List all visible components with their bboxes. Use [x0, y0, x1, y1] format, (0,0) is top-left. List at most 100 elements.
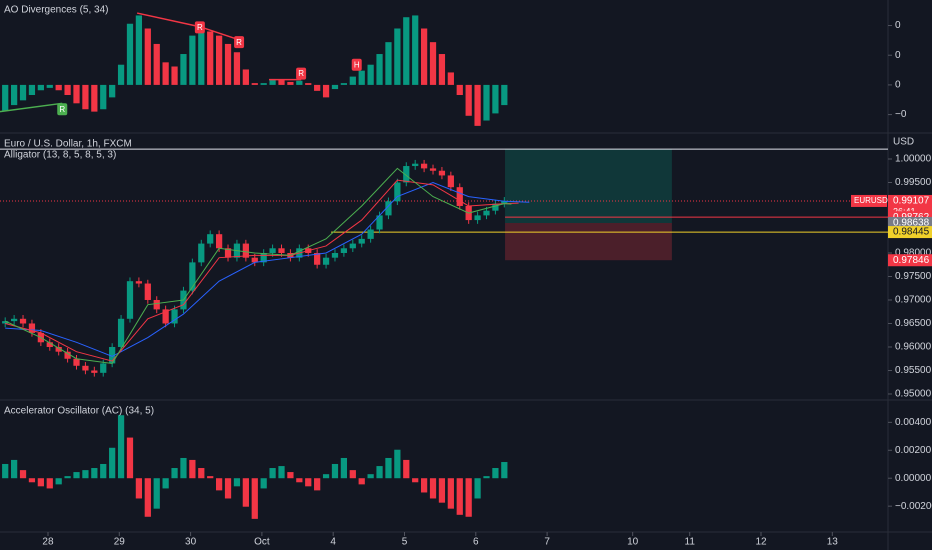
divergence-marker — [296, 67, 307, 80]
candle-body — [91, 370, 98, 373]
x-tick-label: 28 — [42, 537, 54, 548]
histogram-bar — [501, 84, 508, 106]
histogram-bar — [251, 83, 258, 85]
candle-body — [278, 248, 285, 253]
symbol-tag-label: EURUSD — [854, 196, 888, 205]
candle-body — [198, 243, 205, 263]
symbol-tag — [851, 194, 887, 207]
alligator-line — [5, 181, 530, 357]
histogram-bar — [331, 84, 339, 90]
histogram-bar — [28, 84, 36, 95]
candle-body — [73, 358, 80, 366]
candle-body — [215, 234, 223, 249]
histogram-bar — [82, 84, 89, 110]
histogram-bar — [331, 463, 339, 479]
candle-body — [322, 257, 330, 265]
candle-body — [46, 342, 53, 347]
histogram-bar — [465, 478, 472, 517]
price-tag-label: 0.97846 — [893, 255, 930, 266]
histogram-bar — [135, 15, 143, 85]
y-tick-label: 0.00200 — [895, 445, 932, 456]
histogram-bar — [412, 478, 419, 483]
histogram-bar — [46, 84, 53, 88]
candle-body — [492, 203, 499, 211]
histogram-bar — [465, 84, 472, 116]
histogram-bar — [64, 84, 71, 95]
histogram-bar — [100, 84, 107, 110]
candle-body — [251, 257, 258, 263]
candle-body — [340, 248, 348, 253]
marks: 0 0 0 −0 R R R R H 1.00000 0.99500 0.98000 0.97500 0.… — [0, 12, 932, 548]
price-tag — [888, 217, 932, 230]
alligator-line — [4, 167, 512, 364]
histogram-bar — [420, 478, 428, 493]
y-tick-label: 0.00000 — [895, 473, 932, 484]
candle-body — [64, 351, 71, 359]
divergence-marker — [194, 21, 205, 34]
histogram-bar — [287, 472, 294, 479]
histogram-bar — [367, 474, 374, 479]
histogram-bar — [278, 466, 285, 479]
histogram-bar — [492, 84, 499, 114]
x-tick-label: 30 — [185, 537, 197, 548]
histogram-bar — [251, 478, 258, 519]
histogram-bar — [10, 459, 18, 479]
histogram-bar — [2, 463, 9, 479]
candle-body — [331, 252, 339, 258]
histogram-bar — [215, 478, 223, 491]
y-tick-label: 0 — [895, 20, 901, 31]
candle-body — [109, 346, 116, 364]
candle-body — [367, 229, 374, 239]
y-tick-label: 0 — [895, 50, 901, 61]
divergence-marker — [57, 103, 68, 116]
x-tick-label: 4 — [330, 537, 336, 548]
histogram-bar — [82, 470, 89, 479]
y-tick-label: 0.99500 — [895, 177, 932, 188]
histogram-bar — [46, 478, 53, 489]
histogram-bar — [314, 478, 321, 491]
divergence-label: R — [59, 105, 65, 114]
histogram-bar — [189, 459, 196, 479]
histogram-bar — [198, 26, 205, 85]
candle-body — [126, 281, 134, 319]
y-tick-label: 0.97500 — [895, 271, 932, 282]
candle-body — [447, 175, 454, 188]
candle-body — [420, 163, 428, 169]
panel-title: Accelerator Oscillator (AC) (34, 5) — [4, 406, 154, 417]
candle-body — [314, 252, 321, 265]
candle-body — [2, 321, 9, 324]
y-tick-label: −0.00200 — [895, 501, 932, 512]
loss-zone — [505, 223, 672, 261]
candle-body — [189, 262, 196, 291]
x-tick-label: 13 — [827, 537, 839, 548]
candle-body — [153, 299, 160, 310]
candle-body — [162, 309, 169, 324]
histogram-bar — [376, 466, 383, 479]
y-tick-label: −0 — [895, 109, 907, 120]
histogram-bar — [117, 415, 125, 479]
divergence-label: H — [354, 60, 360, 69]
price-tag-label: 0.99107 — [893, 196, 930, 207]
candle-body — [100, 363, 107, 373]
histogram-bar — [242, 69, 249, 85]
histogram-bar — [224, 43, 232, 85]
candle-body — [242, 243, 249, 258]
profit-zone — [505, 149, 672, 224]
histogram-bar — [367, 64, 374, 85]
candle-body — [224, 248, 232, 258]
histogram-bar — [73, 84, 80, 104]
histogram-bar — [37, 478, 44, 487]
candle-body — [144, 283, 151, 300]
histogram-bar — [171, 468, 178, 479]
y-tick-label: 0.00400 — [895, 417, 932, 428]
candle-body — [10, 318, 18, 322]
candle-body — [394, 182, 401, 202]
candle-body — [207, 234, 214, 244]
histogram-bar — [37, 84, 44, 91]
histogram-bar — [2, 84, 9, 111]
y-tick-label: 0.95000 — [895, 389, 932, 400]
histogram-bar — [19, 470, 27, 479]
x-tick-label: 11 — [685, 537, 696, 548]
histogram-bar — [456, 84, 463, 95]
